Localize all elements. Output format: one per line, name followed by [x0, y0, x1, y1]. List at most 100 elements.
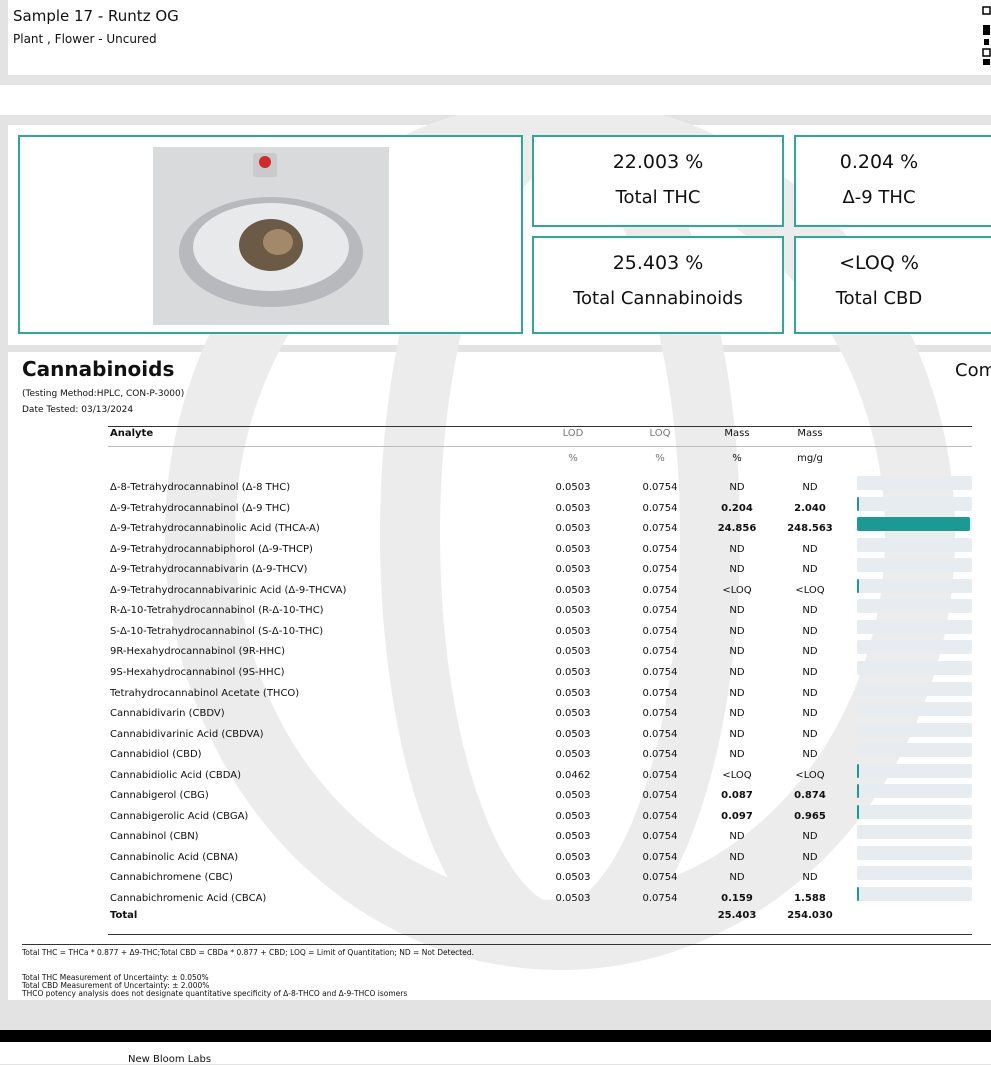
sample-title: Sample 17 - Runtz OG: [13, 7, 179, 25]
value-cell: 0.097: [721, 810, 753, 822]
value-cell: 0.0754: [642, 584, 678, 596]
value-cell: 0.0754: [642, 831, 678, 843]
bar-track: [857, 599, 972, 614]
unit-label: %: [568, 453, 578, 464]
analyte-cell: Δ-9-Tetrahydrocannabivarinic Acid (Δ-9-T…: [110, 584, 347, 596]
value-cell: 0.0754: [642, 482, 678, 493]
testing-method: (Testing Method:HPLC, CON-P-3000): [22, 389, 185, 399]
value-cell: ND: [802, 482, 818, 493]
total-label: Total: [110, 910, 138, 921]
stat-value: <LOQ %: [839, 252, 919, 274]
bar-track: [857, 578, 972, 593]
value-cell: ND: [729, 749, 745, 761]
analyte-cell: Δ-8-Tetrahydrocannabinol (Δ-8 THC): [110, 482, 291, 493]
bar-track: [857, 619, 972, 634]
value-cell: ND: [729, 605, 745, 617]
value-cell: 0.0754: [642, 523, 678, 535]
analyte-cell: Cannabidivarin (CBDV): [110, 708, 225, 720]
value-cell: ND: [802, 666, 818, 678]
value-cell: 0.0503: [555, 605, 591, 617]
value-cell: 0.0503: [555, 502, 591, 514]
value-cell: ND: [729, 687, 745, 699]
stat-value: 0.204 %: [839, 151, 919, 173]
value-cell: 0.0503: [555, 708, 591, 720]
value-cell: 0.0503: [555, 749, 591, 761]
unit-label: %: [732, 453, 742, 464]
bar-fill: [857, 578, 859, 593]
rule: [108, 934, 972, 935]
footnote: Total THC Measurement of Uncertainty: ± …: [22, 973, 209, 982]
bar-track: [857, 887, 972, 901]
footnote: Total THC = THCa * 0.877 + Δ9-THC;Total …: [22, 948, 475, 957]
value-cell: 0.0754: [642, 790, 678, 802]
column-header: LOQ: [649, 428, 671, 439]
value-cell: ND: [802, 708, 818, 720]
bar-fill: [857, 496, 859, 511]
analyte-cell: Cannabichromene (CBC): [110, 872, 233, 884]
stat-box: 25.403 % Total Cannabinoids: [532, 236, 784, 334]
results-table: Analyte LOD LOQ Mass Mass%%% mg/g Δ-8-Tetrahyd…: [22, 426, 991, 945]
bar-track: [857, 743, 972, 758]
bar-track: [857, 496, 972, 511]
total-value: 25.403: [717, 910, 757, 921]
bar-fill: [857, 517, 970, 532]
footnote: Total CBD Measurement of Uncertainty: ± …: [22, 981, 210, 990]
value-cell: 0.0754: [642, 625, 678, 637]
value-cell: 0.0754: [642, 810, 678, 822]
bar-track: [857, 825, 972, 840]
footer-bar: [0, 1030, 991, 1042]
analyte-cell: Cannabichromenic Acid (CBCA): [110, 893, 267, 904]
value-cell: ND: [729, 851, 745, 863]
value-cell: ND: [729, 482, 745, 493]
value-cell: ND: [802, 543, 818, 555]
value-cell: ND: [802, 646, 818, 658]
value-cell: ND: [729, 666, 745, 678]
value-cell: ND: [729, 728, 745, 740]
column-header: Mass: [724, 428, 750, 439]
bar-fill: [857, 887, 859, 901]
value-cell: 0.087: [721, 790, 753, 802]
value-cell: ND: [729, 708, 745, 720]
analyte-cell: Cannabidiolic Acid (CBDA): [110, 769, 241, 781]
stat-box: 22.003 % Total THC: [532, 135, 784, 227]
spacer: [0, 85, 991, 115]
value-cell: 0.0754: [642, 851, 678, 863]
value-cell: 0.0503: [555, 893, 591, 904]
bar-track: [857, 640, 972, 655]
total-value: 254.030: [787, 910, 833, 921]
bar-track: [857, 476, 972, 490]
bar-track: [857, 537, 972, 552]
analyte-cell: Cannabidivarinic Acid (CBDVA): [110, 728, 264, 740]
analyte-cell: S-Δ-10-Tetrahydrocannabinol (S-Δ-10-THC): [110, 625, 324, 637]
value-cell: 0.0503: [555, 564, 591, 576]
section-title: Cannabinoids: [22, 357, 175, 381]
bar-track: [857, 660, 972, 675]
value-cell: ND: [729, 564, 745, 576]
column-header: Mass: [797, 428, 823, 439]
value-cell: 0.0503: [555, 728, 591, 740]
value-cell: ND: [802, 872, 818, 884]
value-cell: 0.0503: [555, 790, 591, 802]
value-cell: ND: [802, 749, 818, 761]
value-cell: 0.874: [794, 790, 826, 802]
bar-track: [857, 784, 972, 799]
rule: [22, 944, 991, 945]
header-panel: Sample 17 - Runtz OG Plant , Flower - Un…: [8, 0, 991, 75]
analyte-cell: Δ-9-Tetrahydrocannabinol (Δ-9 THC): [110, 502, 291, 514]
analyte-cell: Δ-9-Tetrahydrocannabiphorol (Δ-9-THCP): [110, 543, 313, 555]
value-cell: 0.0754: [642, 893, 678, 904]
value-cell: 0.0503: [555, 687, 591, 699]
value-cell: 0.0754: [642, 872, 678, 884]
value-cell: 0.0503: [555, 523, 591, 535]
analyte-cell: Cannabidiol (CBD): [110, 749, 202, 761]
bar-track: [857, 866, 972, 881]
date-tested: Date Tested: 03/13/2024: [22, 405, 134, 415]
sample-subtitle: Plant , Flower - Uncured: [13, 32, 157, 46]
value-cell: ND: [802, 687, 818, 699]
rule: [108, 426, 972, 427]
stat-label: Total CBD: [835, 288, 923, 309]
rule: [108, 446, 972, 447]
bar-track: [857, 763, 972, 778]
sample-photo: [153, 147, 389, 325]
